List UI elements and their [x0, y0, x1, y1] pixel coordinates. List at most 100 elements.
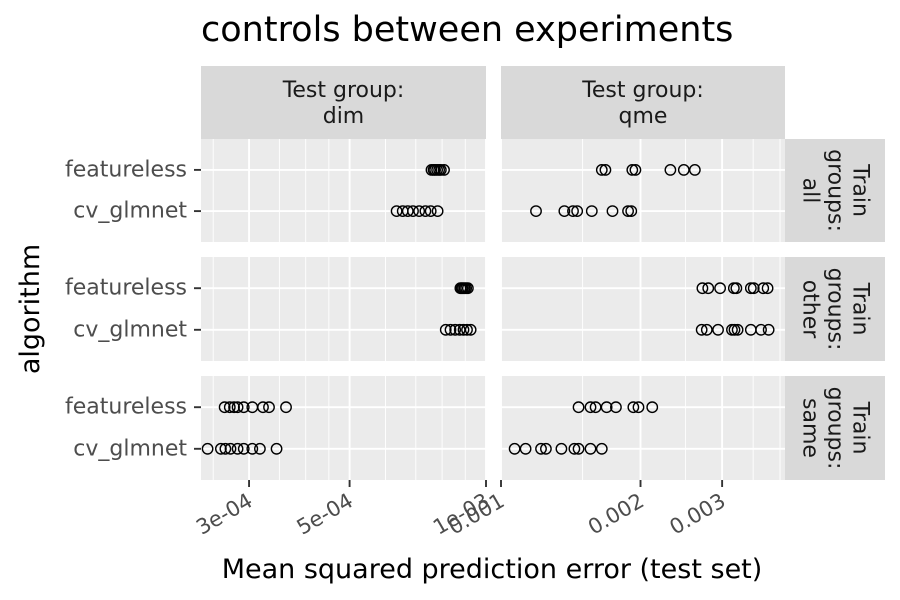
panel-1-0 [201, 257, 487, 361]
series-cv_glmnet-2-1 [508, 442, 608, 455]
data-point [595, 442, 608, 455]
series-featureless-2-1 [572, 401, 659, 414]
panel-1-1 [500, 257, 785, 361]
data-point [568, 442, 581, 455]
data-point [600, 401, 613, 414]
data-point [627, 401, 640, 414]
data-point [555, 442, 568, 455]
strip-background [785, 257, 885, 361]
data-point [610, 401, 622, 414]
data-point [696, 282, 709, 295]
strip-background [785, 376, 885, 480]
data-point [419, 205, 432, 218]
data-point [664, 163, 677, 176]
data-point [270, 442, 283, 455]
data-point [218, 401, 231, 414]
data-point [584, 442, 597, 455]
strip-background [201, 66, 486, 139]
strip-background [785, 139, 885, 242]
data-point [747, 282, 760, 295]
panel-2-0 [201, 376, 487, 480]
data-point [558, 205, 571, 218]
series-cv_glmnet-1-1 [695, 323, 775, 336]
data-point [702, 282, 715, 295]
data-point [431, 205, 444, 218]
panel-background [501, 139, 785, 242]
data-point [257, 401, 269, 414]
series-featureless-0-0 [425, 163, 450, 176]
data-point [622, 205, 634, 218]
data-point [413, 205, 426, 218]
strip-label: other [798, 280, 823, 340]
data-point [530, 205, 542, 218]
panel-background [201, 139, 486, 242]
data-point [755, 323, 767, 336]
data-point [572, 401, 585, 414]
y-tick-label: cv_glmnet [73, 317, 187, 342]
data-point [700, 323, 713, 336]
x-tick-label: 0.003 [666, 489, 730, 540]
y-tick-label: cv_glmnet [73, 436, 187, 461]
data-point [632, 401, 645, 414]
data-point [629, 163, 642, 176]
series-cv_glmnet-1-0 [439, 323, 477, 336]
facet-panels [201, 139, 785, 480]
data-point [237, 401, 250, 414]
data-point [390, 205, 403, 218]
data-point [254, 442, 266, 455]
data-point [401, 205, 414, 218]
x-axis-title: Mean squared prediction error (test set) [222, 554, 763, 585]
strip-label: Test group: [282, 78, 405, 103]
data-point [599, 163, 612, 176]
data-point [595, 163, 608, 176]
panel-background [201, 257, 486, 361]
data-point [646, 401, 659, 414]
panel-background [201, 376, 486, 480]
data-point [246, 442, 259, 455]
data-point [201, 442, 214, 455]
data-point [434, 163, 447, 176]
data-point [761, 282, 774, 295]
strip-label: qme [619, 104, 668, 129]
x-tick-label: 0.002 [584, 489, 648, 540]
data-point [540, 442, 552, 455]
data-point [444, 323, 457, 336]
data-point [439, 323, 452, 336]
strip-label: Train [848, 163, 873, 217]
strip-label: groups: [823, 387, 848, 470]
chart-title: controls between experiments [201, 10, 733, 50]
data-point [695, 323, 708, 336]
data-point [584, 401, 597, 414]
data-point [585, 205, 598, 218]
data-point [438, 163, 450, 176]
data-point [214, 442, 227, 455]
data-point [728, 323, 741, 336]
data-point [457, 323, 470, 336]
data-point [280, 401, 292, 414]
data-point [762, 323, 775, 336]
strip-label: Test group: [581, 78, 704, 103]
panel-0-1 [500, 139, 785, 242]
data-point [625, 205, 638, 218]
data-point [223, 401, 236, 414]
strip-background [501, 66, 785, 139]
data-point [263, 401, 275, 414]
y-tick-label: featureless [65, 157, 187, 182]
x-axis: 3e-04 5e-04 1e-030.001 0.002 0.003 [192, 480, 730, 540]
data-point [224, 442, 237, 455]
data-point [535, 442, 547, 455]
data-point [567, 205, 579, 218]
data-point [464, 323, 477, 336]
strip-label: dim [323, 104, 365, 129]
data-point [219, 442, 232, 455]
y-tick-label: featureless [65, 276, 187, 301]
series-cv_glmnet-0-0 [390, 205, 444, 218]
panel-background [501, 257, 785, 361]
data-point [744, 282, 757, 295]
data-point [231, 401, 244, 414]
y-axis: featureless cv_glmnet featureless cv_glmnet… [65, 157, 201, 461]
series-featureless-2-0 [218, 401, 292, 414]
data-point [626, 163, 639, 176]
y-axis-title: algorithm [15, 244, 46, 374]
